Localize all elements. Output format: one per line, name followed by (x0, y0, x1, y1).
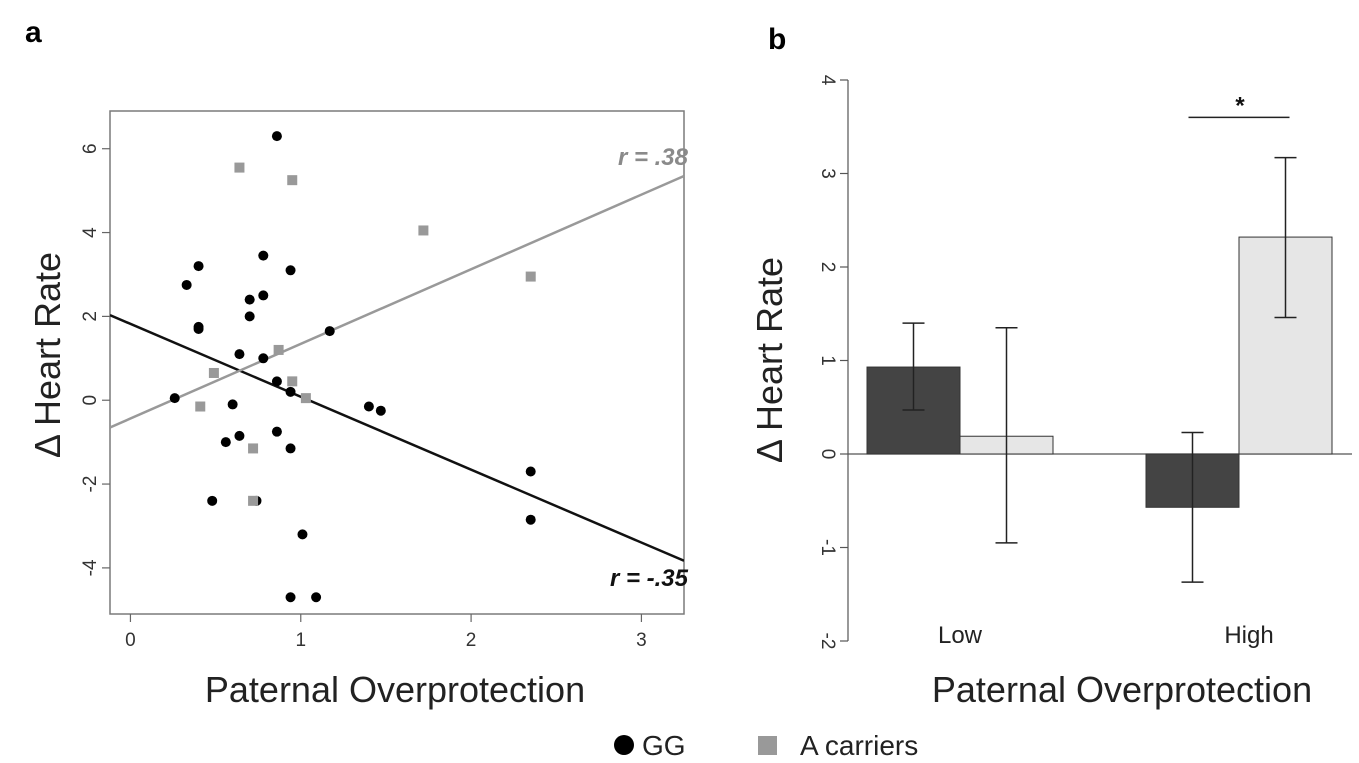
data-point-gg (169, 393, 180, 404)
legend-a-carriers-marker (758, 736, 777, 755)
scatter-plot-frame (109, 110, 685, 615)
data-point-gg (244, 294, 255, 305)
data-point-gg (311, 592, 322, 603)
fit-line-gg (110, 313, 684, 562)
significance-star: * (1234, 92, 1245, 119)
scatter-x-axis-title: Paternal Overprotection (205, 669, 585, 710)
scatter-points (169, 131, 536, 603)
data-point-gg (297, 529, 308, 540)
data-point-gg (258, 290, 269, 301)
legend: GG A carriers (614, 730, 918, 761)
data-point-gg (258, 353, 269, 364)
scatter-fit-lines (110, 174, 684, 562)
x-tick-label: 2 (466, 630, 477, 651)
x-tick-label: 3 (636, 630, 647, 651)
data-point-a-carriers (248, 443, 259, 454)
bars (866, 236, 1333, 508)
bar-y-axis-title: Δ Heart Rate (749, 257, 790, 463)
y-tick-label: -4 (80, 559, 101, 576)
legend-a-carriers-label: A carriers (800, 730, 918, 761)
y-tick-label: 0 (80, 395, 101, 406)
data-point-gg (271, 426, 282, 437)
data-point-a-carriers (300, 393, 311, 404)
data-point-gg (525, 466, 536, 477)
data-point-gg (207, 495, 218, 506)
data-point-gg (181, 279, 192, 290)
data-point-gg (220, 437, 231, 448)
data-point-gg (285, 443, 296, 454)
r-label-a-carriers: r = .38 (618, 144, 689, 171)
category-label-low: Low (938, 622, 983, 649)
data-point-gg (285, 592, 296, 603)
data-point-gg (193, 323, 204, 334)
panel-a-label: a (25, 16, 42, 49)
data-point-a-carriers (287, 175, 298, 186)
data-point-gg (234, 430, 245, 441)
data-point-gg (525, 514, 536, 525)
data-point-a-carriers (208, 367, 219, 378)
scatter-y-axis-title: Δ Heart Rate (27, 252, 68, 458)
legend-gg-marker (614, 735, 634, 755)
y-tick-label: -2 (817, 633, 838, 650)
data-point-gg (285, 265, 296, 276)
legend-gg-label: GG (642, 730, 686, 761)
data-point-gg (324, 326, 335, 337)
data-point-a-carriers (234, 162, 245, 173)
x-tick-label: 0 (125, 630, 136, 651)
data-point-a-carriers (287, 376, 298, 387)
data-point-a-carriers (248, 495, 259, 506)
data-point-gg (227, 399, 238, 410)
y-tick-label: -2 (80, 476, 101, 493)
r-label-gg: r = -.35 (610, 565, 689, 592)
panel-b-label: b (768, 23, 786, 56)
data-point-gg (258, 250, 269, 261)
y-tick-label: 3 (817, 168, 838, 179)
data-point-a-carriers (273, 344, 284, 355)
data-point-gg (271, 376, 282, 387)
x-tick-label: 1 (295, 630, 306, 651)
data-point-a-carriers (195, 401, 206, 412)
y-tick-label: 4 (80, 227, 101, 238)
data-point-gg (244, 311, 255, 322)
data-point-gg (375, 405, 386, 416)
fit-line-a-carriers (110, 174, 684, 429)
y-tick-label: 6 (80, 143, 101, 154)
y-tick-label: 4 (817, 75, 838, 86)
significance-marker: * (1188, 92, 1290, 119)
scatter-y-ticks: -4 -2 0 2 4 6 (80, 143, 110, 576)
error-bars (902, 156, 1297, 583)
data-point-gg (363, 401, 374, 412)
bar-y-axis: -2 -1 0 1 2 3 4 (817, 75, 849, 650)
y-tick-label: 1 (817, 355, 838, 366)
category-label-high: High (1224, 622, 1273, 649)
bar-panel: -2 -1 0 1 2 3 4 * Low High Paternal Overprotec… (749, 75, 1352, 710)
bar-x-axis-title: Paternal Overprotection (932, 669, 1312, 710)
data-point-gg (285, 386, 296, 397)
scatter-panel: 0 1 2 3 -4 -2 0 2 4 6 r = .38 r = -.35 Paternal … (27, 110, 689, 710)
data-point-a-carriers (525, 271, 536, 282)
scatter-x-ticks: 0 1 2 3 (125, 614, 647, 651)
data-point-a-carriers (418, 225, 429, 236)
y-tick-label: 2 (80, 311, 101, 322)
data-point-gg (271, 131, 282, 142)
data-point-gg (193, 261, 204, 272)
y-tick-label: -1 (817, 539, 838, 556)
y-tick-label: 2 (817, 262, 838, 273)
y-tick-label: 0 (817, 449, 838, 460)
data-point-gg (234, 349, 245, 360)
